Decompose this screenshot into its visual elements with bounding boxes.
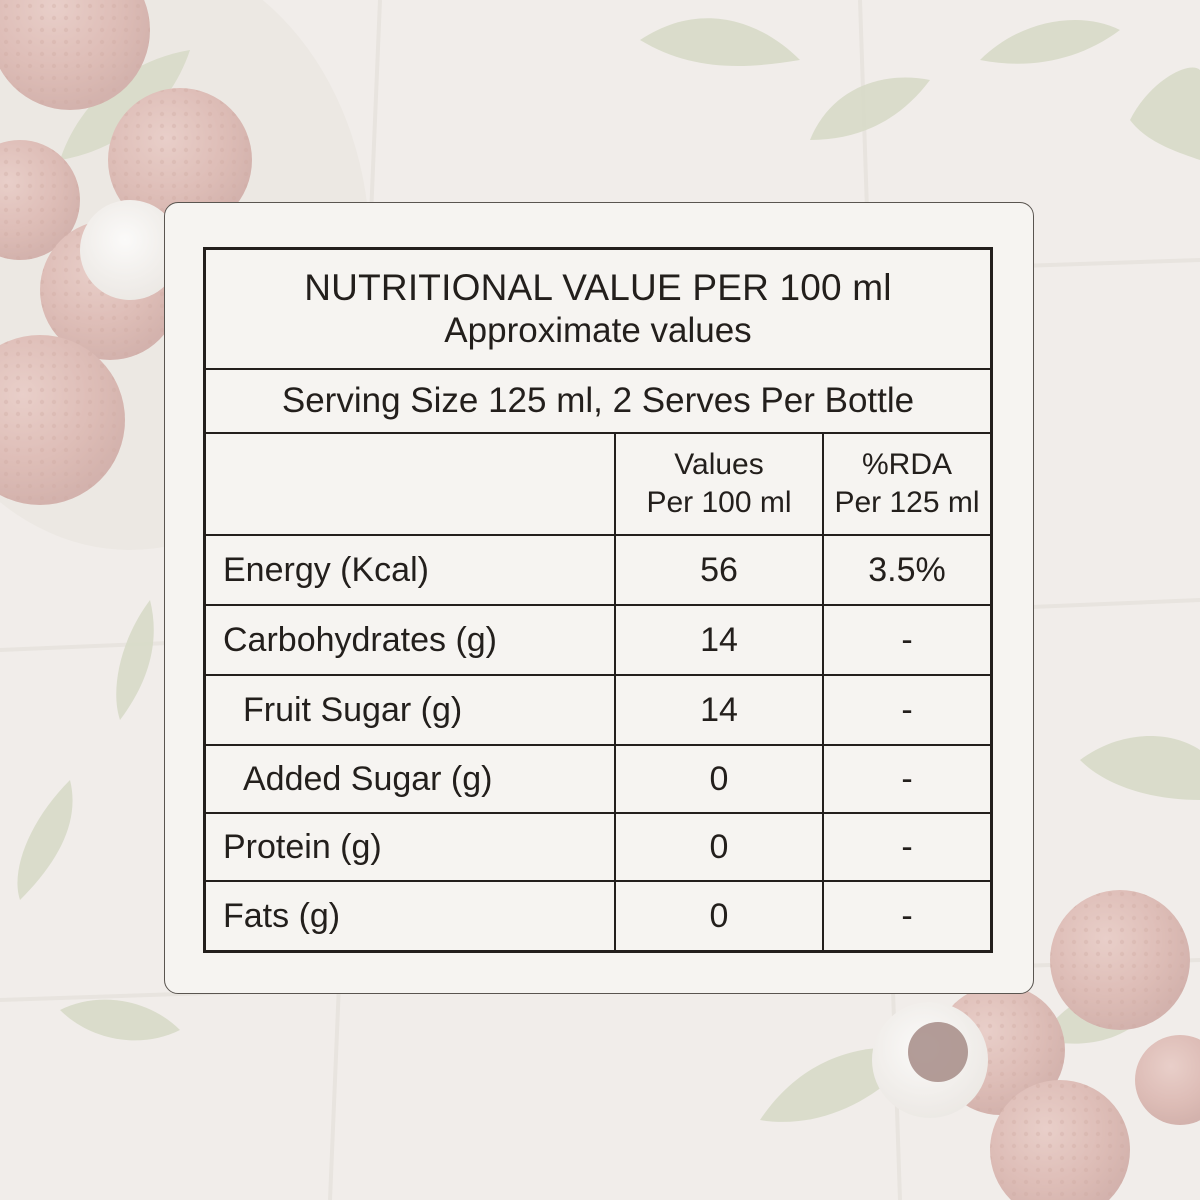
header-rda: %RDA Per 125 ml — [822, 434, 990, 534]
header-values-line1: Values — [674, 448, 764, 481]
table-row-added-sugar: Added Sugar (g) 0 - — [206, 746, 990, 814]
serving-size-text: Serving Size 125 ml, 2 Serves Per Bottle — [281, 381, 915, 420]
table-row-fats: Fats (g) 0 - — [206, 882, 990, 950]
header-rda-line2: Per 125 ml — [834, 486, 980, 519]
nutrient-name: Carbohydrates (g) — [223, 620, 498, 659]
nutrient-name: Fats (g) — [223, 896, 341, 935]
nutrient-rda: - — [822, 676, 990, 744]
table-subtitle: Approximate values — [444, 311, 752, 350]
table-row-protein: Protein (g) 0 - — [206, 814, 990, 882]
column-header-row: Values Per 100 ml %RDA Per 125 ml — [206, 434, 990, 536]
nutrient-value: 0 — [614, 814, 822, 880]
nutrition-label-card: NUTRITIONAL VALUE PER 100 ml Approximate… — [164, 202, 1034, 994]
nutrition-table: NUTRITIONAL VALUE PER 100 ml Approximate… — [203, 247, 993, 953]
nutrient-value: 0 — [614, 746, 822, 812]
nutrient-name: Protein (g) — [223, 827, 382, 866]
nutrient-value: 14 — [614, 676, 822, 744]
header-nutrient — [206, 434, 614, 534]
table-row-fruit-sugar: Fruit Sugar (g) 14 - — [206, 676, 990, 746]
nutrient-rda: - — [822, 746, 990, 812]
nutrient-name: Added Sugar (g) — [243, 759, 493, 798]
nutrient-rda: 3.5% — [822, 536, 990, 604]
header-values-line2: Per 100 ml — [646, 486, 792, 519]
nutrient-rda: - — [822, 814, 990, 880]
table-title: NUTRITIONAL VALUE PER 100 ml — [304, 267, 892, 308]
title-row: NUTRITIONAL VALUE PER 100 ml Approximate… — [206, 250, 990, 370]
serving-row: Serving Size 125 ml, 2 Serves Per Bottle — [206, 370, 990, 434]
nutrient-value: 56 — [614, 536, 822, 604]
nutrient-value: 14 — [614, 606, 822, 674]
table-row-carbohydrates: Carbohydrates (g) 14 - — [206, 606, 990, 676]
nutrient-name: Energy (Kcal) — [223, 550, 429, 589]
nutrient-rda: - — [822, 882, 990, 950]
nutrient-rda: - — [822, 606, 990, 674]
header-rda-line1: %RDA — [861, 448, 952, 481]
header-values: Values Per 100 ml — [614, 434, 822, 534]
nutrient-value: 0 — [614, 882, 822, 950]
table-row-energy: Energy (Kcal) 56 3.5% — [206, 536, 990, 606]
nutrient-name: Fruit Sugar (g) — [243, 690, 463, 729]
